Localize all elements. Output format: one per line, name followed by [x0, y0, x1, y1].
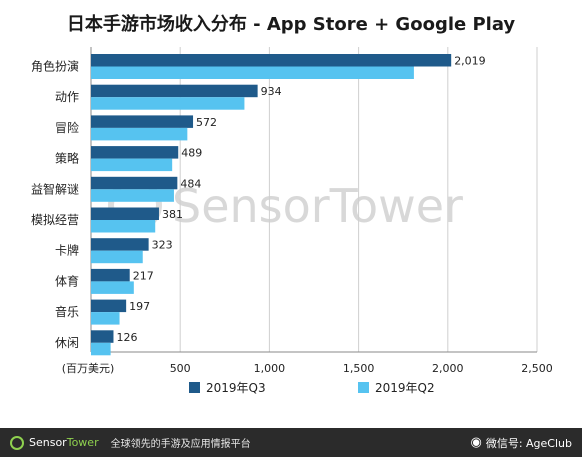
bar-q2 — [91, 97, 245, 110]
x-tick-label: 1,000 — [254, 362, 286, 375]
chart-title: 日本手游市场收入分布 - App Store + Google Play — [66, 14, 516, 35]
footer-tagline: 全球领先的手游及应用情报平台 — [110, 439, 251, 450]
legend-label: 2019年Q3 — [206, 381, 266, 395]
watermark-text: SensorTower — [172, 179, 463, 233]
bar-chart: SensorTower 500 1,000 1,500 2,000 2,500 (百万美元… — [31, 47, 553, 395]
bar-q3 — [91, 176, 178, 190]
value-label: 934 — [261, 85, 282, 98]
bar-q2 — [91, 312, 120, 325]
category-label: 冒险 — [55, 120, 79, 135]
footer-logo: SensorTower — [10, 435, 99, 450]
footer-brand-part1: Sensor — [29, 436, 67, 449]
footer-bar: SensorTower 全球领先的手游及应用情报平台 ◉ 微信号: AgeClu… — [0, 428, 582, 457]
footer-wechat: ◉ 微信号: AgeClub — [470, 435, 572, 451]
bar-q3 — [91, 330, 114, 343]
x-axis-title: (百万美元) — [62, 362, 115, 375]
value-label: 126 — [116, 331, 137, 344]
legend-swatch — [189, 382, 200, 393]
category-label: 策略 — [55, 151, 79, 166]
bar-q2 — [91, 189, 174, 202]
value-label: 489 — [181, 147, 202, 160]
bar-q2 — [91, 220, 156, 233]
x-tick-label: 500 — [170, 362, 191, 375]
bar-q2 — [91, 158, 173, 172]
value-label: 197 — [129, 300, 150, 313]
value-label: 217 — [133, 269, 154, 282]
wechat-icon: ◉ — [470, 435, 482, 450]
category-label: 角色扮演 — [31, 59, 79, 74]
category-label: 体育 — [55, 273, 79, 288]
category-label: 动作 — [55, 90, 79, 104]
category-label: 音乐 — [55, 304, 79, 319]
x-tick-label: 2,000 — [432, 362, 464, 375]
bar-q3 — [91, 207, 159, 220]
category-label: 模拟经营 — [31, 213, 79, 227]
category-label: 益智解谜 — [31, 181, 79, 196]
footer-brand: SensorTower — [29, 436, 99, 449]
bar-q2 — [91, 281, 134, 294]
sensortower-logo-icon — [10, 435, 24, 450]
wechat-id: 微信号: AgeClub — [485, 436, 572, 450]
sensortower-watermark: SensorTower — [108, 178, 463, 233]
bar-q3 — [91, 54, 452, 67]
category-label: 休闲 — [55, 336, 79, 350]
footer-brand-part2: Tower — [66, 436, 99, 449]
x-tick-label: 1,500 — [343, 362, 375, 375]
value-label: 381 — [162, 208, 183, 221]
value-label: 2,019 — [454, 55, 486, 68]
value-label: 484 — [180, 177, 201, 190]
bar-q2 — [91, 66, 414, 79]
value-label: 323 — [152, 239, 173, 252]
bar-q2 — [91, 127, 188, 141]
value-label: 572 — [196, 116, 217, 129]
legend-swatch — [358, 382, 369, 393]
bar-q3 — [91, 115, 194, 128]
bar-q3 — [91, 84, 258, 98]
legend-label: 2019年Q2 — [375, 381, 435, 395]
bar-q3 — [91, 146, 179, 159]
bar-q3 — [91, 268, 130, 282]
x-tick-label: 2,500 — [521, 362, 553, 375]
bar-q3 — [91, 299, 127, 313]
category-label: 卡牌 — [55, 244, 79, 258]
bar-q3 — [91, 238, 149, 251]
bar-q2 — [91, 250, 143, 264]
bar-q2 — [91, 342, 111, 356]
